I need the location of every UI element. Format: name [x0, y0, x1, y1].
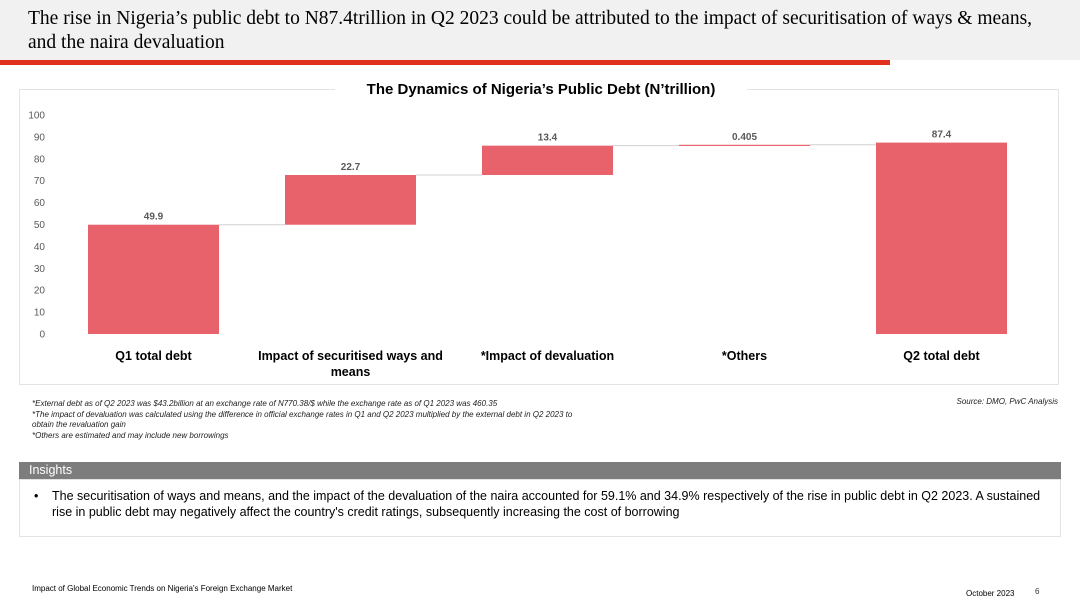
- value-label: 87.4: [932, 130, 952, 141]
- waterfall-chart: 0 10 20 30 40 50 60 70 80 90 100 49.9 Q1 total debt 2…: [28, 111, 1007, 379]
- page-number: 6: [1035, 587, 1040, 596]
- footnote-line: obtain the revaluation gain: [32, 420, 126, 429]
- category-label: Q1 total debt: [115, 349, 192, 363]
- bullet-icon: •: [34, 489, 39, 503]
- footer-date: October 2023: [966, 589, 1015, 598]
- footnote-line: *Others are estimated and may include ne…: [32, 430, 229, 440]
- y-tick-label: 30: [34, 264, 46, 275]
- y-tick-label: 60: [34, 198, 46, 209]
- y-tick-label: 100: [28, 111, 45, 122]
- bar: [285, 175, 416, 225]
- category-label: *Impact of devaluation: [481, 349, 614, 363]
- insights-panel: • The securitisation of ways and means, …: [19, 479, 1061, 537]
- y-tick-label: 0: [39, 330, 45, 341]
- bar: [876, 142, 1007, 334]
- chart-title: The Dynamics of Nigeria’s Public Debt (N…: [335, 80, 747, 100]
- accent-rule: [0, 60, 890, 65]
- bar: [88, 224, 219, 334]
- insights-header: Insights: [19, 462, 1061, 479]
- value-label: 49.9: [144, 212, 164, 223]
- y-tick-label: 40: [34, 242, 46, 253]
- y-tick-label: 20: [34, 286, 46, 297]
- y-tick-label: 70: [34, 176, 46, 187]
- y-tick-label: 10: [34, 308, 46, 319]
- value-label: 0.405: [732, 132, 757, 143]
- header-band: The rise in Nigeria’s public debt to N87…: [0, 0, 1080, 60]
- source-note: Source: DMO, PwC Analysis: [956, 397, 1058, 406]
- footnotes: *External debt as of Q2 2023 was $43.2bi…: [32, 399, 692, 441]
- category-label: means: [331, 365, 371, 379]
- insight-text: The securitisation of ways and means, an…: [52, 489, 1041, 519]
- category-label: *Others: [722, 349, 767, 363]
- insights-label: Insights: [29, 463, 73, 477]
- value-label: 22.7: [341, 162, 361, 173]
- bar: [679, 144, 810, 146]
- category-label: Impact of securitised ways and: [258, 349, 443, 363]
- category-label: Q2 total debt: [903, 349, 980, 363]
- y-tick-label: 90: [34, 132, 46, 143]
- insight-item: • The securitisation of ways and means, …: [34, 488, 1046, 520]
- value-label: 13.4: [538, 133, 558, 144]
- chart-panel: 0 10 20 30 40 50 60 70 80 90 100 49.9 Q1 total debt 2…: [19, 89, 1059, 385]
- y-tick-label: 50: [34, 220, 46, 231]
- footnote-line: *External debt as of Q2 2023 was $43.2bi…: [32, 399, 498, 408]
- slide-title: The rise in Nigeria’s public debt to N87…: [28, 8, 1033, 53]
- bar: [482, 145, 613, 176]
- y-tick-label: 80: [34, 154, 46, 165]
- footer-report-title: Impact of Global Economic Trends on Nige…: [32, 584, 293, 593]
- footnote-line: *The impact of devaluation was calculate…: [32, 409, 573, 419]
